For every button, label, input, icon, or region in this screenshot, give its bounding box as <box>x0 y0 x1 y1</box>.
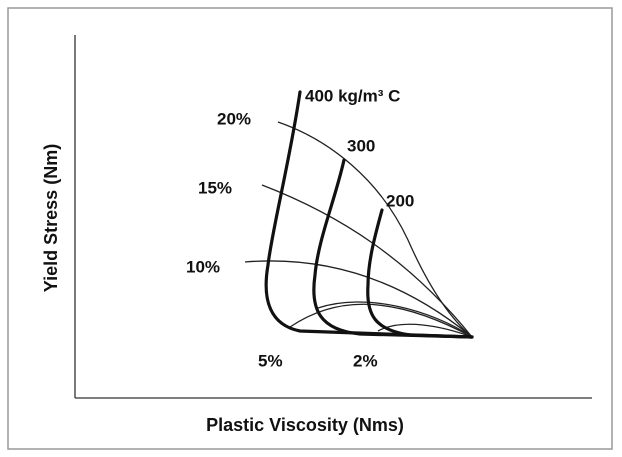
percent-curve <box>277 121 473 338</box>
cement-curve <box>264 90 474 339</box>
percent-label: 10% <box>186 257 220 276</box>
frame <box>7 7 613 450</box>
y-axis-label: Yield Stress (Nm) <box>41 144 61 292</box>
cement-curve <box>312 158 474 339</box>
cement-label: 300 <box>347 136 375 155</box>
cement-label: 200 <box>386 191 414 210</box>
percent-label: 15% <box>198 178 232 197</box>
x-axis-label: Plastic Viscosity (Nms) <box>206 415 404 435</box>
percent-curve <box>289 303 473 338</box>
percent-label: 2% <box>353 351 378 370</box>
cement-curve <box>366 208 474 339</box>
percent-curve <box>244 260 473 338</box>
percent-label: 20% <box>217 109 251 128</box>
percent-curve <box>317 301 473 338</box>
percent-label: 5% <box>258 351 283 370</box>
cement-label: 400 kg/m³ C <box>305 86 400 105</box>
